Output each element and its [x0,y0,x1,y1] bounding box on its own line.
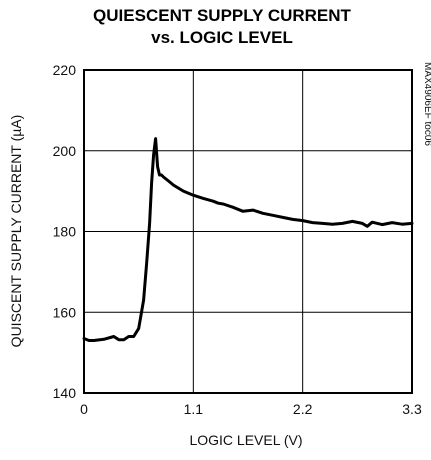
y-tick-label: 180 [53,224,77,240]
chart-subtitle: vs. LOGIC LEVEL [151,28,293,47]
x-tick-labels: 0 1.1 2.2 3.3 [80,401,422,417]
plot-area-border [83,69,413,394]
y-tick-label: 220 [53,62,77,78]
grid-lines [84,70,412,393]
x-tick-label: 2.2 [293,401,313,417]
x-tick-label: 0 [80,401,88,417]
x-axis-label: LOGIC LEVEL (V) [189,432,302,448]
chart-title: QUIESCENT SUPPLY CURRENT [93,6,351,25]
y-tick-label: 140 [53,385,77,401]
y-axis-label: QUISCENT SUPPLY CURRENT (µA) [8,115,24,348]
series-line [82,137,414,342]
series-group [82,137,414,342]
y-tick-label: 200 [53,143,77,159]
y-tick-label: 160 [53,304,77,320]
figure-id: MAX4906EF toc06 [422,62,431,146]
x-tick-label: 3.3 [402,401,422,417]
y-tick-labels: 140 160 180 200 220 [53,62,77,401]
x-tick-label: 1.1 [184,401,204,417]
